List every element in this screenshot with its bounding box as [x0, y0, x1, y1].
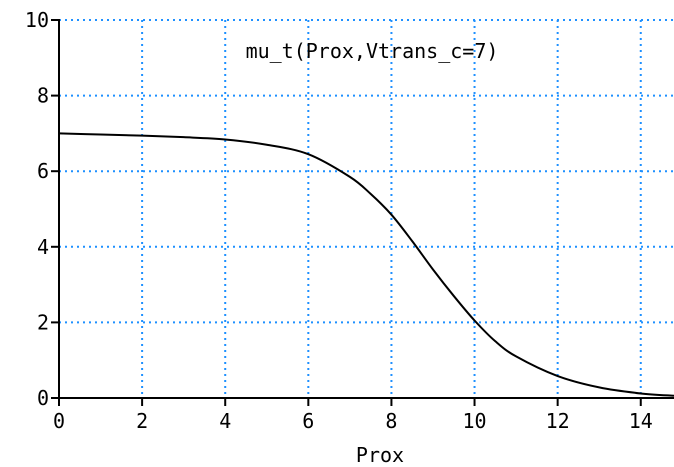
x-tick-label: 10 — [462, 409, 486, 433]
series — [58, 132, 674, 397]
x-tick-label: 2 — [136, 409, 148, 433]
x-tick-label: 4 — [219, 409, 231, 433]
y-tick-label: 2 — [37, 310, 49, 334]
series-line — [58, 132, 674, 397]
grid — [59, 19, 674, 398]
y-tick-label: 6 — [37, 159, 49, 183]
x-tick-label: 12 — [546, 409, 570, 433]
x-tick-label: 0 — [53, 409, 65, 433]
axes — [51, 19, 674, 406]
y-tick-label: 4 — [37, 235, 49, 259]
x-tick-label: 6 — [302, 409, 314, 433]
y-tick-label: 10 — [25, 8, 49, 32]
chart-title: mu_t(Prox,Vtrans_c=7) — [246, 39, 499, 63]
x-tick-label: 14 — [629, 409, 653, 433]
y-tick-label: 0 — [37, 386, 49, 410]
x-axis-label: Prox — [356, 443, 404, 467]
labels: 0 2 4 6 8 10 0 2 4 6 8 10 12 14 — [25, 8, 653, 433]
x-tick-label: 8 — [385, 409, 397, 433]
y-tick-label: 8 — [37, 84, 49, 108]
